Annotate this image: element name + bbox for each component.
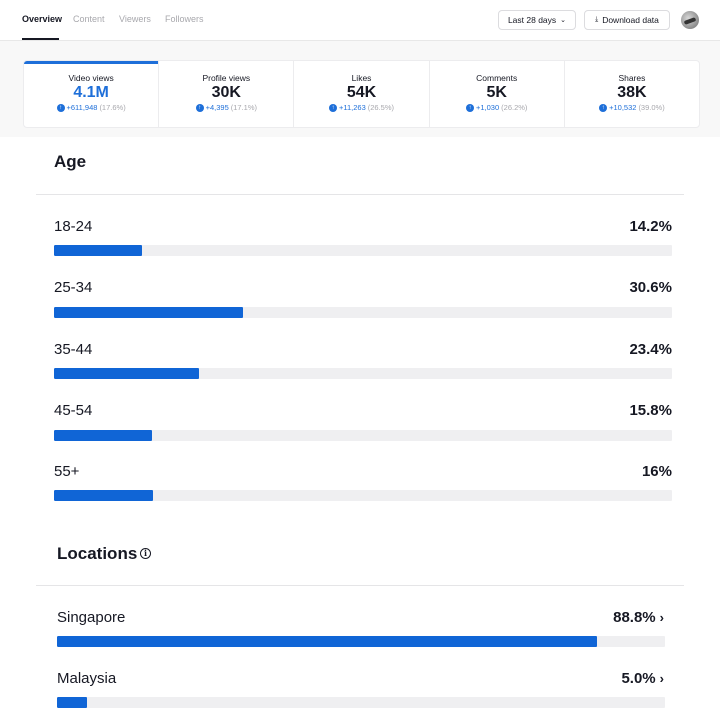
- delta-percent: (26.5%): [367, 103, 395, 112]
- stat-profile-views[interactable]: Profile views 30K ↑ +4,395 (17.1%): [158, 61, 293, 127]
- age-row-value: 16%: [641, 463, 672, 480]
- delta-percent: (17.6%): [99, 103, 126, 112]
- tab-overview[interactable]: Overview: [22, 14, 63, 24]
- chevron-right-icon: ›: [659, 671, 664, 686]
- age-bar-track: [54, 245, 672, 256]
- stat-likes[interactable]: Likes 54K ↑ +11,263 (26.5%): [293, 61, 428, 127]
- age-bar-track: [54, 307, 672, 318]
- download-icon: ⤓: [595, 16, 599, 23]
- tab-followers[interactable]: Followers: [165, 14, 204, 24]
- stat-comments[interactable]: Comments 5K ↑ +1,030 (26.2%): [428, 61, 564, 127]
- location-bar-track: [57, 636, 665, 647]
- analytics-header: Overview Content Viewers Followers Last …: [0, 0, 720, 137]
- age-bar-fill: [54, 368, 199, 379]
- info-icon[interactable]: i: [140, 548, 151, 559]
- location-percent: 88.8%: [613, 609, 656, 626]
- stat-value: 54K: [346, 84, 377, 101]
- age-row-label: 55+: [54, 463, 80, 480]
- location-row-label[interactable]: Malaysia: [57, 670, 117, 687]
- arrow-up-icon: ↑: [466, 103, 474, 112]
- delta-value: +11,263: [338, 103, 366, 112]
- stat-label: Profile views: [202, 73, 251, 83]
- arrow-up-icon: ↑: [599, 103, 608, 112]
- stat-label: Shares: [618, 73, 646, 83]
- stat-value: 4.1M: [73, 84, 109, 101]
- stat-shares[interactable]: Shares 38K ↑ +10,532 (39.0%): [563, 61, 699, 127]
- age-bar-fill: [54, 430, 152, 441]
- avatar[interactable]: [681, 11, 699, 29]
- stat-delta: ↑ +1,030 (26.2%): [430, 103, 564, 112]
- location-bar-fill: [57, 697, 88, 708]
- age-row-value: 14.2%: [629, 218, 672, 235]
- delta-percent: (39.0%): [638, 103, 665, 112]
- stat-label: Likes: [351, 73, 372, 83]
- locations-divider: [36, 585, 684, 586]
- arrow-up-icon: ↑: [195, 103, 204, 112]
- location-row-value[interactable]: 88.8% ›: [540, 609, 664, 626]
- age-row-label: 45-54: [54, 402, 93, 419]
- age-divider: [36, 194, 684, 195]
- stat-value: 38K: [617, 84, 647, 101]
- delta-value: +1,030: [476, 103, 500, 112]
- age-title: Age: [54, 152, 87, 171]
- delta-percent: (26.2%): [501, 103, 528, 112]
- date-range-label: Last 28 days: [507, 15, 557, 25]
- age-bar-track: [54, 368, 672, 379]
- stat-delta: ↑ +611,948 (17.6%): [24, 103, 158, 112]
- locations-title: Locations: [57, 544, 138, 563]
- stat-video-views[interactable]: Video views 4.1M ↑ +611,948 (17.6%): [24, 61, 159, 127]
- age-bar-fill: [54, 245, 142, 256]
- stat-delta: ↑ +4,395 (17.1%): [159, 103, 293, 112]
- date-range-dropdown[interactable]: Last 28 days ⌄: [498, 10, 576, 30]
- delta-percent: (17.1%): [230, 103, 258, 112]
- location-bar-track: [57, 697, 665, 708]
- age-row-value: 23.4%: [629, 341, 672, 358]
- active-tab-indicator: [22, 38, 59, 40]
- download-data-button[interactable]: ⤓ Download data: [584, 10, 670, 30]
- age-bar-track: [54, 430, 672, 441]
- stat-label: Video views: [68, 73, 114, 83]
- age-row-label: 35-44: [54, 341, 93, 358]
- delta-value: +10,532: [609, 103, 637, 112]
- download-label: Download data: [602, 15, 659, 25]
- age-bar-fill: [54, 307, 244, 318]
- arrow-up-icon: ↑: [56, 103, 65, 112]
- stats-row: Video views 4.1M ↑ +611,948 (17.6%) Prof…: [23, 60, 700, 128]
- stat-value: 30K: [211, 84, 241, 101]
- age-row-value: 30.6%: [629, 279, 672, 296]
- age-bar-track: [54, 490, 672, 501]
- chevron-down-icon: ⌄: [560, 17, 567, 24]
- delta-value: +611,948: [66, 103, 98, 112]
- stat-delta: ↑ +10,532 (39.0%): [565, 103, 699, 112]
- age-bar-fill: [54, 490, 153, 501]
- stat-value: 5K: [486, 84, 507, 101]
- age-row-label: 25-34: [54, 279, 93, 296]
- location-row-label[interactable]: Singapore: [57, 609, 126, 626]
- location-bar-fill: [57, 636, 597, 647]
- location-percent: 5.0%: [621, 670, 656, 687]
- delta-value: +4,395: [205, 103, 229, 112]
- chevron-right-icon: ›: [659, 610, 664, 625]
- tab-content[interactable]: Content: [73, 14, 105, 24]
- tab-viewers[interactable]: Viewers: [119, 14, 151, 24]
- top-nav: Overview Content Viewers Followers Last …: [0, 0, 720, 41]
- age-row-value: 15.8%: [629, 402, 672, 419]
- arrow-up-icon: ↑: [328, 103, 337, 112]
- stat-delta: ↑ +11,263 (26.5%): [294, 103, 428, 112]
- location-row-value[interactable]: 5.0% ›: [540, 670, 664, 687]
- stat-label: Comments: [476, 73, 518, 83]
- age-row-label: 18-24: [54, 218, 93, 235]
